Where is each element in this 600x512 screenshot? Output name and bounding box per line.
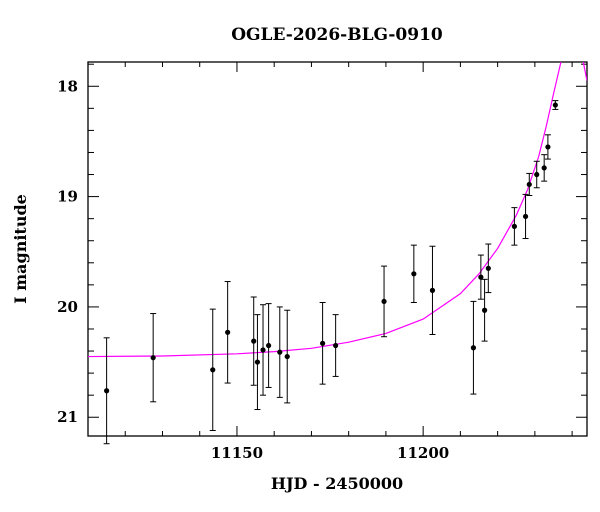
data-point [485,243,492,294]
data-point-marker [277,349,283,355]
data-point [552,100,559,110]
x-axis-label: HJD - 2450000 [271,474,403,493]
model-curve [88,62,562,358]
data-point-marker [522,213,529,220]
data-point-marker [104,388,110,394]
data-point [276,306,283,398]
chart-title: OGLE-2026-BLG-0910 [231,25,443,45]
plot-area: 11150 11200 18 19 20 21 [57,61,588,462]
data-point-marker [254,359,261,365]
data-point [103,337,110,445]
data-point [209,308,216,431]
data-point [265,303,272,388]
data-point [511,207,518,246]
data-point [522,193,529,240]
data-point-marker [429,287,436,293]
data-point-marker [478,274,484,280]
y-tick-label: 19 [57,188,78,206]
data-point [332,314,339,377]
data-point [381,265,388,338]
plot-frame [87,61,588,437]
data-point-marker [485,265,491,271]
data-point-marker [260,347,266,353]
data-point-marker [251,338,257,344]
data-point-marker [470,345,477,351]
data-point [284,309,291,404]
data-point-marker [320,340,326,346]
x-tick-label: 11150 [211,444,263,462]
data-point [260,304,267,396]
data-point-marker [266,342,272,349]
axis-ticks [87,62,587,436]
model-curve-group [88,62,587,358]
data-point [410,244,417,304]
data-point-marker [534,171,540,178]
data-point [477,254,484,300]
data-point-marker [284,353,290,360]
data-point [544,134,551,160]
axis-tick-labels: 11150 11200 18 19 20 21 [57,77,449,462]
data-point-marker [210,367,216,373]
data-point [526,172,533,196]
data-point-marker [511,223,517,229]
data-point-marker [411,271,417,277]
data-point [429,245,436,336]
data-point [319,302,326,385]
data-point [470,300,477,395]
data-point [254,314,261,411]
x-tick-label: 11200 [397,444,449,462]
data-point [481,278,488,342]
data-point [541,154,548,182]
data-point-marker [333,342,339,349]
data-point-marker [481,307,488,313]
y-axis-label: I magnitude [11,194,30,304]
data-point-marker [552,102,558,108]
data-point-marker [381,298,387,305]
data-point-marker [541,165,547,171]
data-point [250,296,257,386]
data-point-marker [545,144,551,150]
model-curve [582,62,587,81]
data-point-marker [150,355,156,361]
data-points-group [103,100,559,445]
data-point [224,281,231,384]
y-tick-label: 18 [57,77,78,95]
data-point-marker [526,181,532,188]
data-point [533,160,540,189]
y-tick-label: 20 [57,298,78,316]
data-point [150,313,157,403]
y-tick-label: 21 [57,408,78,426]
data-point-marker [225,329,231,335]
